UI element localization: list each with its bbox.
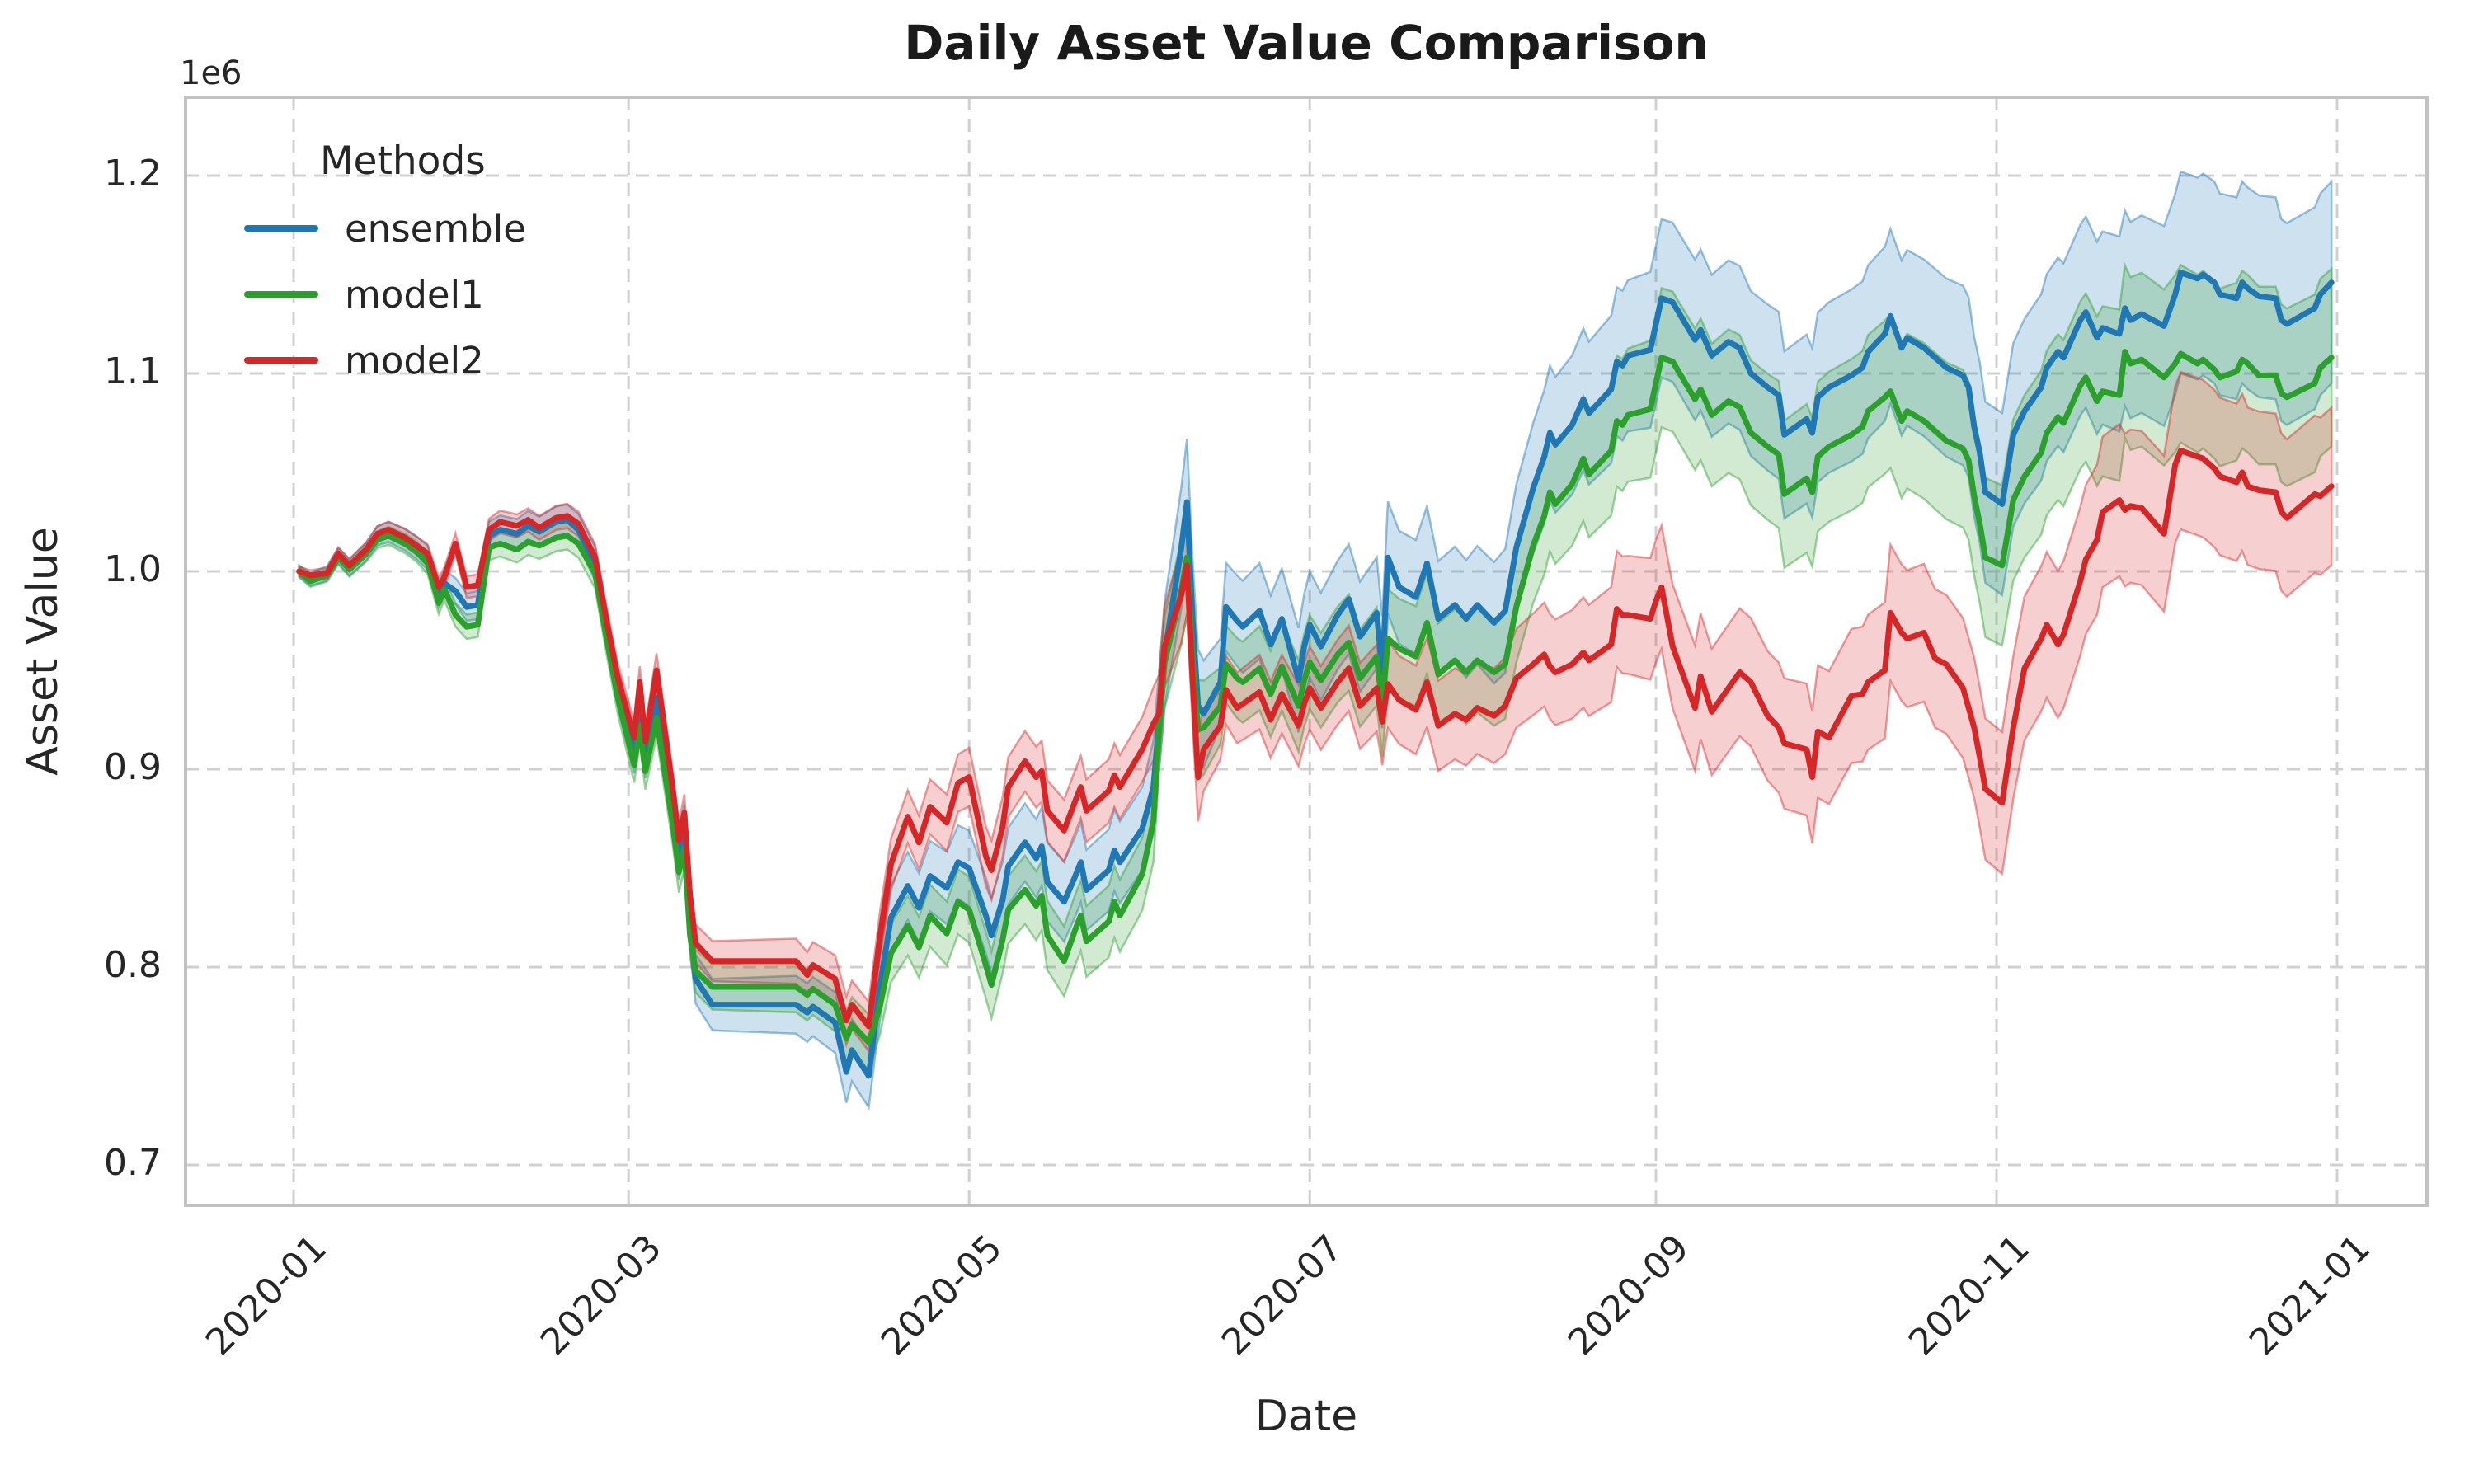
y-tick-label-0.8: 0.8 xyxy=(104,944,162,987)
y-tick-label-0.9: 0.9 xyxy=(104,746,162,789)
y-tick-label-1.1: 1.1 xyxy=(104,350,162,393)
model1-line xyxy=(296,349,2335,1045)
ensemble-legend-swatch-icon xyxy=(244,225,318,232)
model2-legend-swatch-icon xyxy=(244,357,318,364)
legend: Methods ensemble model1 model2 xyxy=(244,139,526,393)
legend-item-ensemble: ensemble xyxy=(244,195,526,261)
model2-confidence-band xyxy=(298,370,2333,1054)
model1-legend-swatch-icon xyxy=(244,291,318,298)
y-axis-offset-label: 1e6 xyxy=(180,54,242,92)
y-tick-label-0.7: 0.7 xyxy=(104,1142,162,1185)
legend-title: Methods xyxy=(320,139,486,184)
legend-label: model1 xyxy=(345,272,484,317)
model2-line xyxy=(296,448,2335,1030)
y-tick-label-1.0: 1.0 xyxy=(104,548,162,591)
chart-title: Daily Asset Value Comparison xyxy=(904,15,1709,71)
legend-label: model2 xyxy=(345,338,484,383)
legend-item-model2: model2 xyxy=(244,327,526,393)
plot-spines xyxy=(184,96,2429,1207)
legend-label: ensemble xyxy=(345,206,526,251)
x-axis-label: Date xyxy=(1254,1392,1358,1441)
y-tick-label-1.2: 1.2 xyxy=(104,153,162,195)
legend-item-model1: model1 xyxy=(244,261,526,327)
